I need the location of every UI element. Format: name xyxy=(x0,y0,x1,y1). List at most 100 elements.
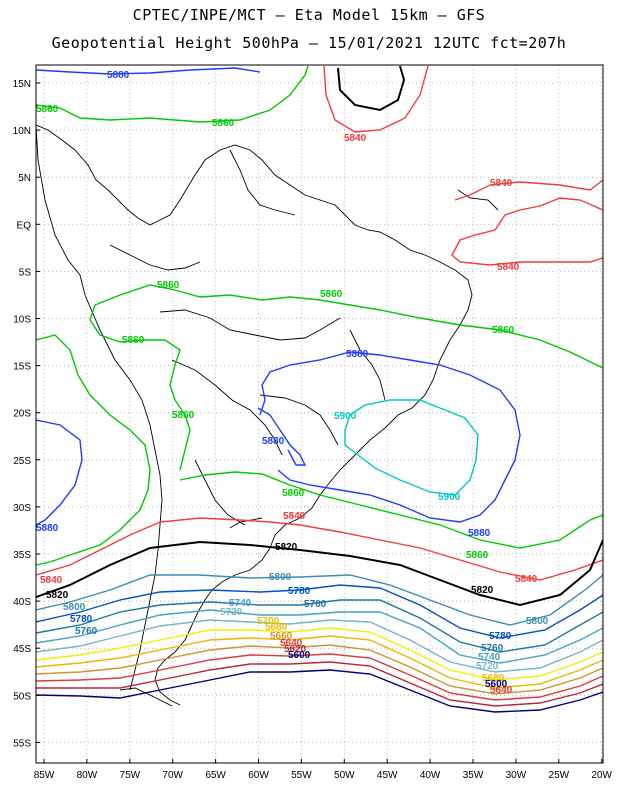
contour-label: 5900 xyxy=(334,411,357,422)
contour-label: 5820 xyxy=(46,590,69,601)
contour-label: 5860 xyxy=(466,550,489,561)
longitude-axis: 85W 80W 75W 70W 65W 60W 55W 50W 45W 40W 35W 30W 25W 2… xyxy=(34,759,613,781)
contour-5680 xyxy=(36,635,603,689)
contour-5640 xyxy=(36,653,603,701)
contour-label: 5800 xyxy=(269,572,292,583)
lon-tick-label: 70W xyxy=(162,770,183,781)
contour-5860-north xyxy=(36,65,309,123)
contour-label: 5700 xyxy=(257,616,280,627)
contour-5660 xyxy=(36,644,603,695)
contour-5860-westloop xyxy=(89,304,191,471)
contour-label: 5860 xyxy=(122,335,145,346)
contour-labels: 5880 5860 5860 5840 5840 5840 5860 5860 … xyxy=(36,70,549,696)
contour-label: 5880 xyxy=(36,523,59,534)
lat-tick-label: 40S xyxy=(13,597,31,608)
contour-label: 5880 xyxy=(107,70,130,81)
lon-tick-label: 20W xyxy=(591,770,612,781)
contour-label: 5680 xyxy=(482,673,505,684)
contour-label: 5840 xyxy=(515,574,538,585)
lon-tick-label: 45W xyxy=(377,770,398,781)
contour-label: 5600 xyxy=(485,679,508,690)
map-title-line1: CPTEC/INPE/MCT – Eta Model 15km – GFS xyxy=(132,6,486,24)
map-title-line2: Geopotential Height 500hPa – 15/01/2021 … xyxy=(51,34,567,52)
contour-5880-west xyxy=(36,419,83,526)
contour-label: 5880 xyxy=(262,436,285,447)
contour-label: 5900 xyxy=(438,492,461,503)
contour-label: 5880 xyxy=(468,528,491,539)
contour-5740 xyxy=(36,609,603,664)
lon-tick-label: 25W xyxy=(549,770,570,781)
contour-label: 5840 xyxy=(497,262,520,273)
contour-5700 xyxy=(36,627,603,681)
contour-5720 xyxy=(36,619,603,673)
lat-tick-label: 25S xyxy=(13,456,31,467)
contour-label: 5780 xyxy=(288,586,311,597)
lon-tick-label: 35W xyxy=(463,770,484,781)
contour-label: 5760 xyxy=(304,599,327,610)
lat-tick-label: 5N xyxy=(18,173,31,184)
lat-tick-label: 10N xyxy=(13,126,31,137)
contour-label: 5880 xyxy=(346,349,369,360)
contour-5900 xyxy=(344,399,479,496)
contour-label: 5860 xyxy=(492,325,515,336)
contour-5860-pacific xyxy=(36,334,151,566)
contour-5840-north xyxy=(323,65,429,133)
contour-5860-mid xyxy=(94,284,603,369)
coastline-borders xyxy=(36,124,499,707)
contour-label: 5740 xyxy=(478,652,501,663)
contour-5780 xyxy=(36,584,603,639)
lat-tick-label: 10S xyxy=(13,315,31,326)
contour-label: 5840 xyxy=(344,133,367,144)
contour-label: 5640 xyxy=(280,638,303,649)
contour-label: 5820 xyxy=(275,542,298,553)
height-contours xyxy=(36,65,603,713)
contour-5880-mid xyxy=(259,351,521,523)
contour-label: 5600 xyxy=(288,650,311,661)
lat-tick-label: 5S xyxy=(19,267,32,278)
contour-5620 xyxy=(36,661,603,707)
contour-label: 5780 xyxy=(70,614,93,625)
lat-tick-label: 50S xyxy=(13,691,31,702)
lon-tick-label: 85W xyxy=(34,770,55,781)
contour-label: 5720 xyxy=(476,661,499,672)
contour-label: 5840 xyxy=(40,575,63,586)
lon-tick-label: 75W xyxy=(120,770,141,781)
latitude-axis: 15N 10N 5N EQ 5S 10S 15S 20S 25S 30S 35S 40S 45S 50S 5… xyxy=(13,79,40,749)
lat-lon-grid xyxy=(36,65,603,763)
lat-tick-label: 15N xyxy=(13,79,31,90)
contour-label: 5840 xyxy=(490,178,513,189)
lat-tick-label: 45S xyxy=(13,644,31,655)
lat-tick-label: 20S xyxy=(13,409,31,420)
contour-5840-south xyxy=(36,517,603,581)
contour-5860-south xyxy=(179,471,603,549)
lon-tick-label: 80W xyxy=(77,770,98,781)
contour-5880-small xyxy=(257,407,307,466)
lon-tick-label: 65W xyxy=(205,770,226,781)
contour-label: 5860 xyxy=(320,289,343,300)
contour-5840-east xyxy=(451,179,603,266)
contour-label: 5860 xyxy=(212,118,235,129)
contour-5820-north xyxy=(337,65,406,112)
contour-label: 5860 xyxy=(282,488,305,499)
contour-label: 5760 xyxy=(481,643,504,654)
lon-tick-label: 60W xyxy=(248,770,269,781)
lat-tick-label: 35S xyxy=(13,550,31,561)
contour-label: 5860 xyxy=(36,104,59,115)
contour-label: 5620 xyxy=(284,644,307,655)
contour-label: 5800 xyxy=(526,616,549,627)
lat-tick-label: EQ xyxy=(17,220,32,231)
contour-5600 xyxy=(36,669,603,713)
contour-label: 5660 xyxy=(270,631,293,642)
contour-label: 5800 xyxy=(63,602,86,613)
contour-label: 5860 xyxy=(172,410,195,421)
contour-5820 xyxy=(36,539,603,607)
lat-tick-label: 15S xyxy=(13,362,31,373)
lon-tick-label: 55W xyxy=(291,770,312,781)
lon-tick-label: 40W xyxy=(420,770,441,781)
lon-tick-label: 50W xyxy=(334,770,355,781)
contour-label: 5840 xyxy=(283,511,306,522)
contour-label: 5760 xyxy=(75,626,98,637)
lat-tick-label: 55S xyxy=(13,738,31,749)
lon-tick-label: 30W xyxy=(506,770,527,781)
